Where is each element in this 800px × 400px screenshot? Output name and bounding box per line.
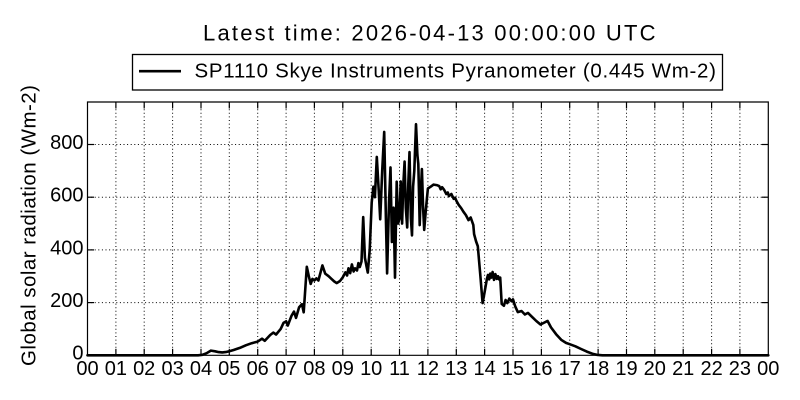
- svg-text:21: 21: [672, 358, 694, 380]
- svg-text:SP1110 Skye Instruments Pyrano: SP1110 Skye Instruments Pyranometer (0.4…: [195, 60, 717, 83]
- svg-text:12: 12: [417, 358, 439, 380]
- svg-text:10: 10: [360, 358, 382, 380]
- svg-text:03: 03: [161, 358, 183, 380]
- svg-text:14: 14: [473, 358, 495, 380]
- svg-text:19: 19: [615, 358, 637, 380]
- svg-text:06: 06: [247, 358, 269, 380]
- svg-text:11: 11: [389, 358, 410, 380]
- svg-text:15: 15: [502, 358, 524, 380]
- svg-text:Latest time: 2026-04-13 00:00:: Latest time: 2026-04-13 00:00:00 UTC: [203, 21, 656, 46]
- svg-text:13: 13: [445, 358, 467, 380]
- svg-text:200: 200: [50, 290, 83, 312]
- svg-text:01: 01: [105, 358, 127, 380]
- svg-text:16: 16: [530, 358, 552, 380]
- svg-text:23: 23: [729, 358, 751, 380]
- svg-text:00: 00: [757, 358, 779, 380]
- svg-text:Global solar radiation (Wm-2): Global solar radiation (Wm-2): [18, 85, 41, 366]
- svg-text:600: 600: [50, 185, 83, 207]
- svg-text:09: 09: [332, 358, 354, 380]
- svg-text:800: 800: [50, 132, 83, 154]
- svg-text:17: 17: [559, 358, 581, 380]
- svg-text:18: 18: [587, 358, 609, 380]
- svg-text:400: 400: [50, 237, 83, 259]
- svg-text:20: 20: [644, 358, 666, 380]
- svg-text:02: 02: [133, 358, 155, 380]
- svg-text:04: 04: [190, 358, 212, 380]
- svg-text:22: 22: [700, 358, 722, 380]
- svg-text:00: 00: [76, 358, 98, 380]
- svg-text:07: 07: [275, 358, 297, 380]
- svg-text:08: 08: [303, 358, 325, 380]
- svg-text:0: 0: [72, 343, 83, 365]
- svg-text:05: 05: [218, 358, 240, 380]
